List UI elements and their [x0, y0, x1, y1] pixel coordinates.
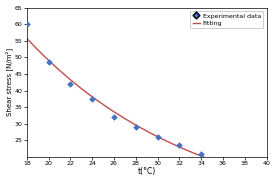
Point	[199, 152, 203, 155]
Legend: Experimental data, Fitting: Experimental data, Fitting	[190, 11, 263, 28]
Point	[25, 23, 29, 26]
Y-axis label: Shear stress [N/m²]: Shear stress [N/m²]	[6, 48, 13, 116]
Point	[155, 136, 160, 139]
Point	[90, 97, 94, 100]
Point	[46, 61, 51, 64]
X-axis label: t(°C): t(°C)	[137, 167, 156, 176]
Point	[112, 116, 116, 118]
Point	[68, 82, 73, 85]
Point	[177, 144, 182, 147]
Point	[134, 126, 138, 128]
